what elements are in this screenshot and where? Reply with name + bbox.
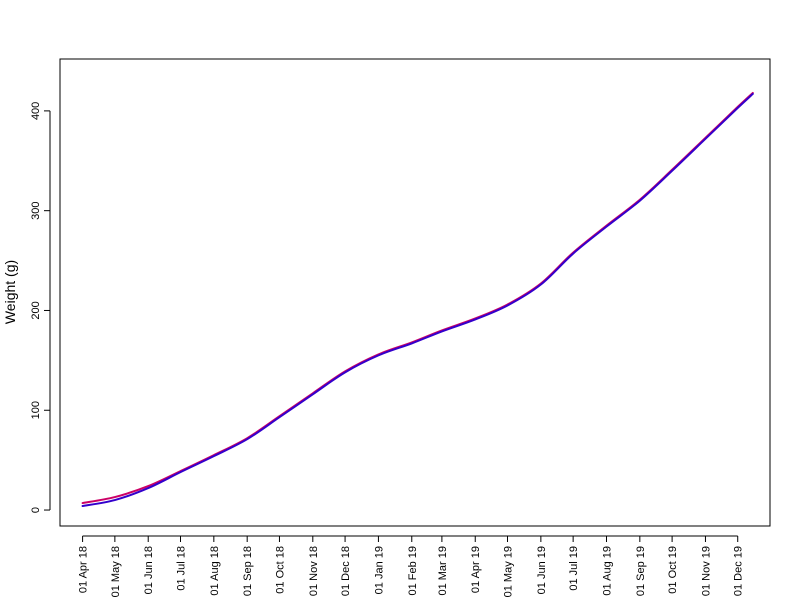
x-tick-label: 01 May 18 bbox=[110, 546, 122, 597]
x-tick-label: 01 Jul 18 bbox=[175, 546, 187, 591]
series-line-2 bbox=[81, 92, 754, 508]
series-layer bbox=[81, 91, 754, 508]
x-tick-label: 01 Nov 18 bbox=[308, 546, 320, 596]
x-tick-label: 01 Aug 18 bbox=[209, 546, 221, 596]
x-tick-label: 01 Feb 19 bbox=[407, 546, 419, 596]
y-axis: 0 100 200 300 400 bbox=[30, 102, 51, 513]
x-axis: 01 Apr 18 01 May 18 01 Jun 18 01 Jul 18 01 A… bbox=[78, 535, 745, 597]
x-tick-label: 01 Nov 19 bbox=[700, 546, 712, 596]
y-tick-label: 300 bbox=[30, 201, 42, 219]
x-tick-label: 01 Sep 19 bbox=[635, 546, 647, 596]
x-tick-label: 01 Mar 19 bbox=[437, 546, 449, 596]
y-tick-label: 0 bbox=[30, 507, 42, 513]
y-tick-label: 200 bbox=[30, 301, 42, 319]
x-tick-label: 01 Oct 19 bbox=[667, 546, 679, 594]
plot-frame bbox=[59, 58, 771, 527]
x-tick-label: 01 Oct 18 bbox=[274, 546, 286, 594]
x-tick-label: 01 Jun 18 bbox=[143, 546, 155, 594]
x-tick-label: 01 Apr 18 bbox=[78, 546, 90, 593]
x-tick-label: 01 Dec 19 bbox=[733, 546, 745, 596]
y-tick-label: 400 bbox=[30, 102, 42, 120]
x-tick-label: 01 Sep 18 bbox=[242, 546, 254, 596]
x-tick-label: 01 Dec 18 bbox=[340, 546, 352, 596]
x-tick-label: 01 Aug 19 bbox=[601, 546, 613, 596]
x-tick-label: 01 May 19 bbox=[503, 546, 515, 597]
x-tick-label: 01 Jul 19 bbox=[568, 546, 580, 591]
y-axis-title: Weight (g) bbox=[2, 260, 18, 324]
y-tick-label: 100 bbox=[30, 401, 42, 419]
x-tick-label: 01 Apr 19 bbox=[470, 546, 482, 593]
x-tick-label: 01 Jan 19 bbox=[373, 546, 385, 594]
x-tick-label: 01 Jun 19 bbox=[536, 546, 548, 594]
series-line-1 bbox=[81, 91, 754, 505]
